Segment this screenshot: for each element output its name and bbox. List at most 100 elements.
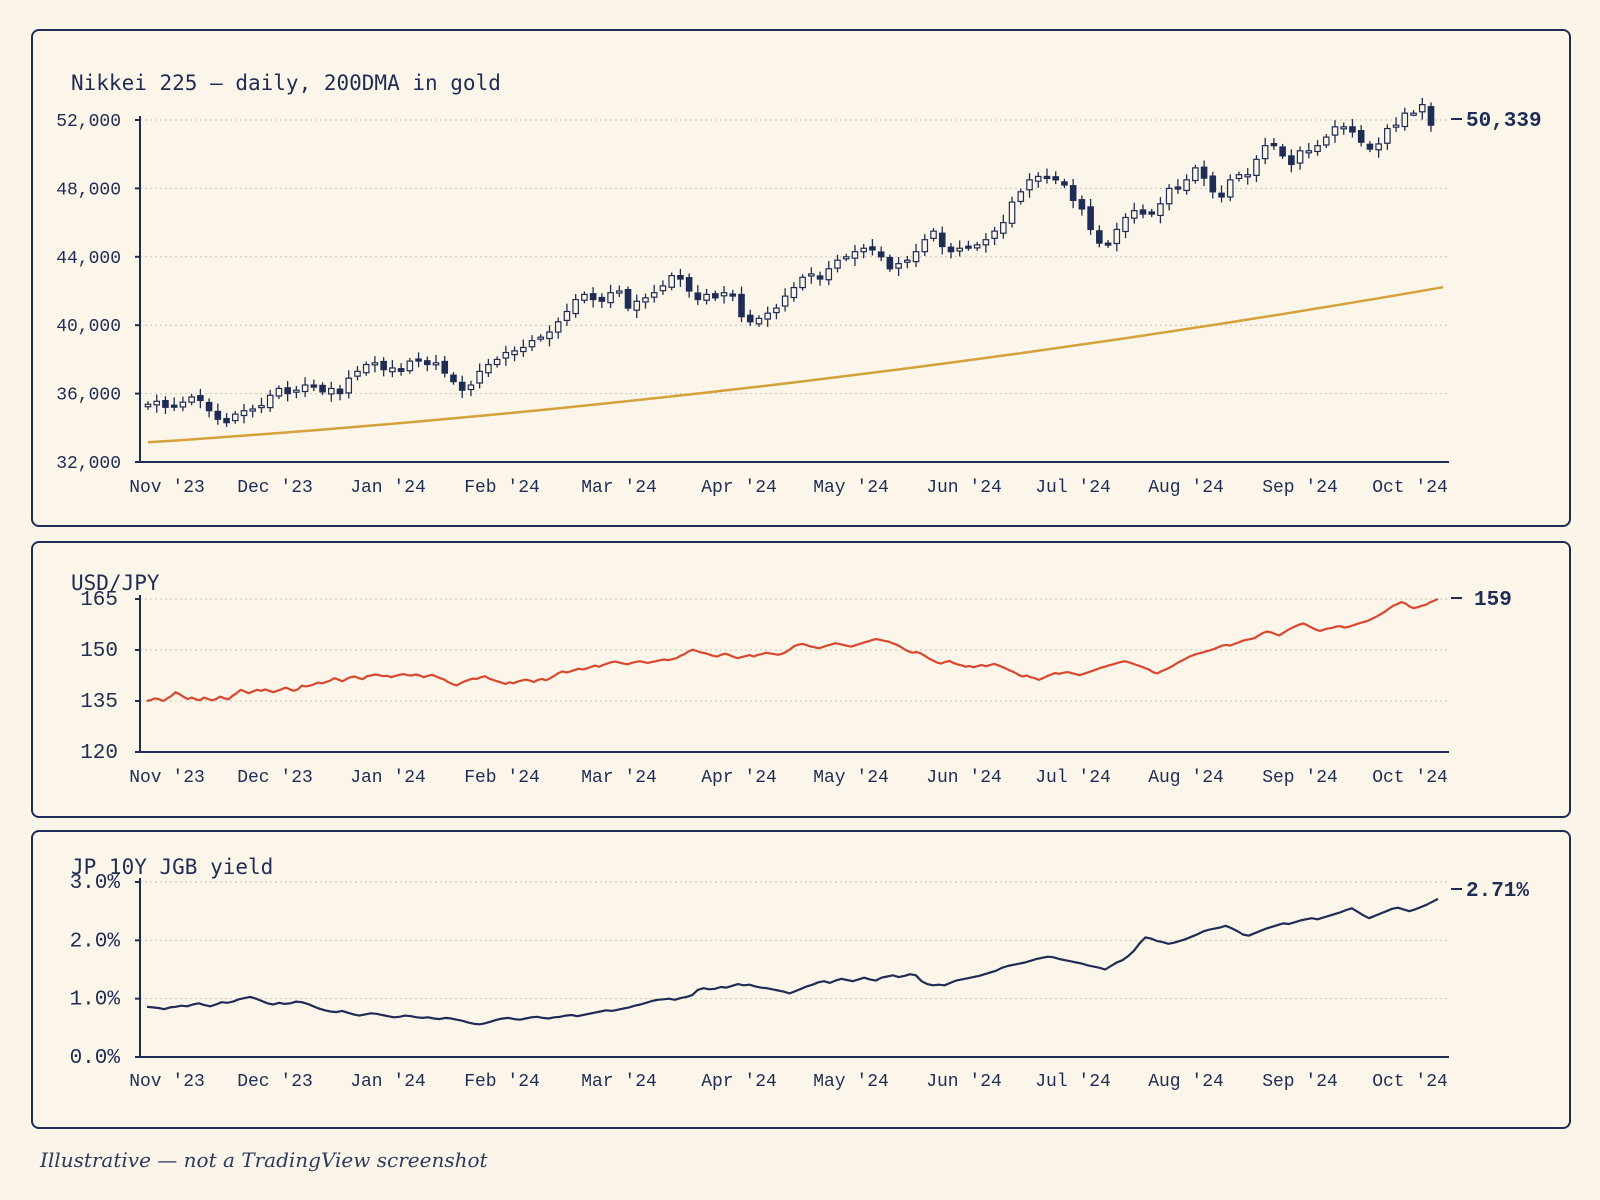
- candle: [1322, 134, 1330, 149]
- x-tick-label: Jan '24: [350, 1072, 426, 1092]
- candle-body: [432, 362, 440, 366]
- candle: [336, 384, 344, 401]
- candle: [301, 377, 309, 398]
- x-tick-label: Mar '24: [581, 768, 657, 788]
- candle: [668, 272, 675, 291]
- candle: [458, 375, 466, 399]
- candle-body: [1218, 192, 1225, 198]
- candle-body: [476, 370, 483, 384]
- candle-body: [170, 404, 178, 408]
- candle-body: [266, 394, 274, 409]
- candle: [1174, 179, 1182, 194]
- candle-body: [467, 384, 475, 391]
- candle-body: [1279, 146, 1286, 157]
- candle-body: [895, 263, 902, 269]
- candle: [1296, 146, 1304, 170]
- y-tick-label: 0.0%: [70, 1047, 121, 1070]
- candle-body: [825, 268, 833, 281]
- candle: [441, 355, 449, 378]
- candle-body: [1026, 179, 1033, 191]
- candle-body: [389, 367, 396, 373]
- candle: [240, 404, 248, 424]
- candle: [1078, 195, 1086, 216]
- candle: [1017, 188, 1025, 205]
- candle-body: [1183, 179, 1190, 192]
- candle: [1401, 107, 1409, 131]
- candle: [1349, 118, 1356, 138]
- candle-body: [1270, 142, 1278, 147]
- candle-body: [1113, 228, 1121, 245]
- x-tick-label: Oct '24: [1372, 768, 1448, 788]
- candle-body: [197, 395, 204, 402]
- candle-body: [1139, 209, 1147, 215]
- candle: [1392, 117, 1400, 132]
- candle: [1139, 204, 1147, 219]
- candle-body: [572, 298, 579, 315]
- y-tick-label: 32,000: [56, 454, 121, 474]
- candle: [397, 363, 405, 376]
- candle: [834, 254, 841, 273]
- x-tick-label: Sep '24: [1262, 768, 1338, 788]
- candle-body: [729, 293, 737, 297]
- candle: [153, 394, 161, 413]
- candle: [284, 381, 291, 402]
- candle: [519, 339, 527, 358]
- candle: [1209, 171, 1217, 199]
- candle-body: [1209, 175, 1217, 193]
- candle: [1314, 140, 1321, 156]
- x-tick-label: Feb '24: [464, 1072, 540, 1092]
- candle-body: [511, 350, 518, 356]
- candle: [895, 256, 902, 276]
- candle: [1069, 178, 1077, 209]
- candle-body: [240, 410, 248, 417]
- candle: [694, 285, 702, 306]
- candle-body: [249, 408, 257, 412]
- x-tick-label: Sep '24: [1262, 478, 1338, 498]
- candle: [432, 354, 440, 371]
- candle: [1034, 172, 1042, 188]
- candle-body: [1174, 186, 1182, 190]
- footnote: Illustrative — not a TradingView screens…: [40, 1148, 488, 1172]
- candle-body: [1244, 174, 1252, 178]
- candle-body: [1288, 155, 1295, 166]
- candle: [1340, 122, 1348, 135]
- candle: [781, 288, 789, 312]
- candle: [607, 284, 614, 309]
- candle-body: [327, 387, 335, 395]
- x-tick-label: Jul '24: [1035, 478, 1111, 498]
- x-tick-label: May '24: [813, 478, 889, 498]
- candle-body: [1061, 181, 1068, 186]
- candle-body: [423, 360, 431, 366]
- candle: [1096, 225, 1103, 248]
- candle-body: [519, 346, 527, 353]
- candle: [223, 413, 230, 427]
- candle-body: [563, 310, 571, 322]
- candle-body: [1349, 126, 1356, 133]
- chart-title: JP 10Y JGB yield: [71, 855, 273, 879]
- candle-body: [1235, 174, 1243, 180]
- candle-body: [938, 232, 946, 248]
- candle-body: [223, 417, 230, 424]
- candle-body: [904, 259, 911, 263]
- candle-body: [1043, 175, 1051, 180]
- candle: [179, 396, 187, 412]
- candle: [345, 370, 353, 399]
- candle-body: [188, 396, 195, 403]
- x-tick-label: Jan '24: [350, 478, 426, 498]
- candle: [537, 334, 545, 342]
- candle-body: [799, 276, 806, 289]
- candle-body: [345, 377, 353, 394]
- candle-body: [205, 401, 213, 412]
- candle: [1183, 174, 1190, 195]
- candle-body: [650, 292, 658, 298]
- candle: [1244, 168, 1252, 185]
- candle: [1288, 149, 1295, 173]
- y-tick-label: 165: [80, 589, 118, 612]
- candle: [938, 226, 946, 255]
- usdjpy-panel: USD/JPY 165 150 135 120 Nov '23 Dec '23 Jan '24…: [31, 541, 1571, 818]
- candle: [144, 401, 152, 410]
- candle-body: [790, 286, 798, 299]
- candle-body: [720, 292, 728, 297]
- candle-body: [1192, 167, 1199, 182]
- candle-body: [781, 295, 789, 307]
